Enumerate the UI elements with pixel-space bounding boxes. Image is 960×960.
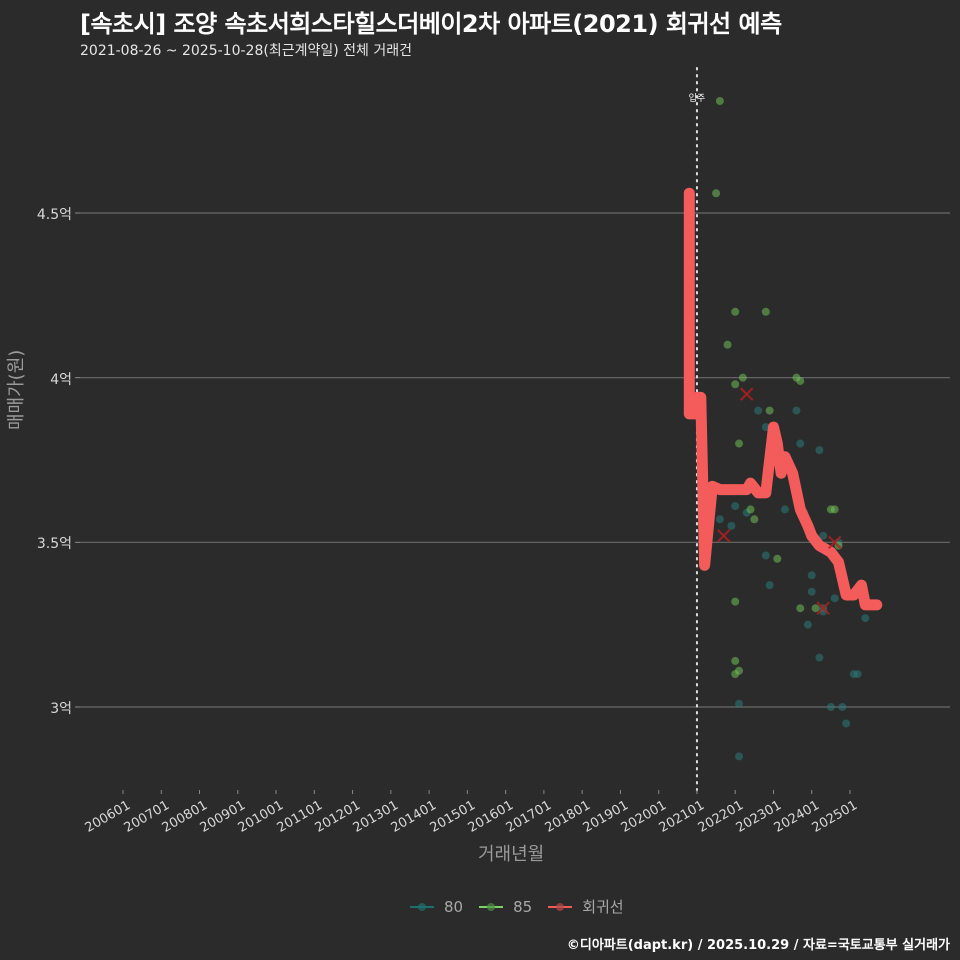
data-point — [842, 719, 851, 728]
legend: 80 85 회귀선 — [410, 896, 632, 917]
data-point — [712, 189, 721, 198]
data-point — [731, 656, 740, 665]
data-point — [807, 587, 816, 596]
data-point — [780, 505, 789, 514]
regression-line — [683, 187, 883, 611]
legend-item-80: 80 — [410, 898, 463, 916]
regression-line-path — [683, 187, 883, 611]
legend-item-85: 85 — [479, 898, 532, 916]
data-point — [735, 752, 744, 761]
y-tick-label: 4억 — [50, 371, 72, 388]
data-point — [815, 446, 824, 455]
data-point — [830, 505, 839, 514]
data-point — [830, 594, 839, 603]
data-point — [861, 614, 870, 623]
legend-item-regression: 회귀선 — [548, 896, 624, 917]
data-point — [731, 502, 740, 511]
data-point — [773, 554, 782, 563]
data-point — [819, 531, 828, 540]
legend-label-regression: 회귀선 — [582, 898, 624, 916]
y-tick-label: 4.5억 — [36, 207, 72, 223]
cross-markers — [717, 387, 842, 615]
data-point — [731, 307, 740, 316]
data-point — [761, 551, 770, 560]
data-point — [761, 307, 770, 316]
data-point — [796, 376, 805, 385]
move-in-label: 입주 — [689, 92, 706, 104]
data-point — [746, 505, 755, 514]
data-point — [723, 340, 732, 349]
chart-subtitle: 2021-08-26 ~ 2025-10-28(최근계약일) 전체 거래건 — [80, 43, 412, 59]
y-tick-label: 3.5억 — [36, 536, 72, 553]
legend-label-80: 80 — [444, 897, 464, 916]
y-axis-title: 매매가(원) — [6, 349, 27, 430]
footer-credit: ©디아파트(dapt.kr) / 2025.10.29 / 자료=국토교통부 실… — [566, 938, 950, 953]
data-point — [715, 515, 724, 524]
cross-marker-icon — [717, 529, 731, 543]
data-point — [765, 581, 774, 590]
data-point — [750, 515, 759, 524]
legend-label-85: 85 — [513, 897, 533, 916]
data-point — [735, 699, 744, 708]
move-in-annotation: 입주 — [689, 67, 706, 793]
data-point — [765, 406, 774, 415]
legend-key-80-icon — [410, 900, 434, 914]
data-point — [735, 666, 744, 675]
data-point — [815, 653, 824, 662]
series-85-points — [712, 97, 843, 679]
chart-title: [속초시] 조양 속초서희스타힐스더베이2차 아파트(2021) 회귀선 예측 — [80, 10, 782, 38]
data-point — [826, 703, 835, 711]
legend-key-regression-icon — [548, 900, 573, 914]
x-axis-ticks — [122, 790, 851, 794]
data-point — [754, 406, 763, 415]
data-point — [731, 380, 740, 389]
cross-marker-icon — [739, 387, 754, 401]
data-point — [807, 571, 816, 580]
gridlines — [75, 212, 950, 708]
data-point — [735, 439, 744, 448]
data-point — [803, 620, 812, 629]
data-point — [853, 670, 862, 679]
data-point — [796, 439, 805, 448]
data-point — [727, 521, 736, 530]
cross-marker-icon — [816, 601, 830, 615]
legend-key-85-icon — [479, 900, 504, 914]
data-point — [838, 703, 847, 711]
data-point — [792, 406, 801, 415]
data-point — [811, 604, 820, 613]
data-point — [796, 604, 805, 613]
x-axis-title: 거래년월 — [478, 844, 545, 865]
cross-marker-icon — [827, 535, 842, 550]
data-point — [731, 597, 740, 606]
y-tick-label: 3억 — [50, 701, 72, 717]
data-point — [738, 373, 747, 382]
data-point — [715, 97, 724, 106]
